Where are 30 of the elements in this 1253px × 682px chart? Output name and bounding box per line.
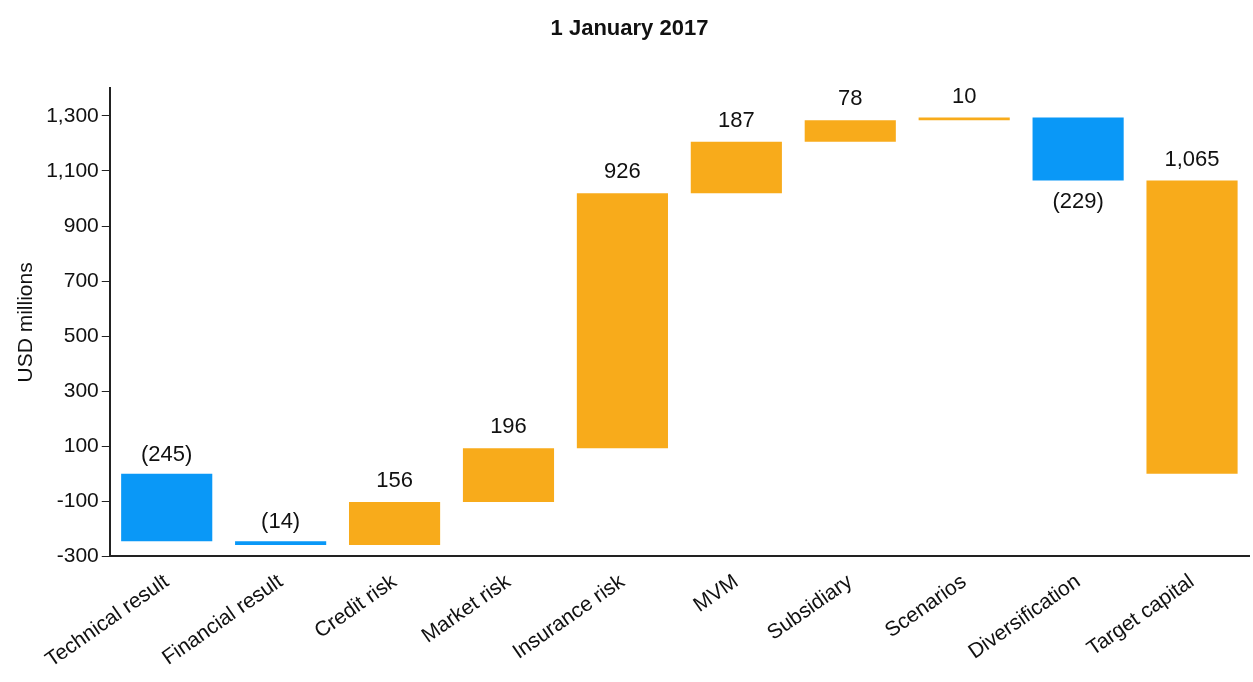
bar (462, 448, 555, 503)
bar (235, 541, 327, 546)
data-label: (14) (261, 508, 301, 534)
y-axis-title: USD millions (13, 262, 37, 383)
y-tick-label: 900 (63, 212, 99, 236)
y-tick-label: 500 (63, 322, 99, 346)
data-label: 10 (951, 82, 977, 108)
bar (1146, 180, 1238, 474)
data-label: 78 (838, 85, 863, 111)
y-tick-label: 700 (63, 267, 99, 291)
data-label: 196 (490, 413, 527, 439)
data-label: 187 (717, 106, 755, 132)
data-label: 926 (604, 158, 641, 184)
chart-title: 1 January 2017 (550, 15, 709, 41)
y-tick-label: -100 (56, 488, 99, 512)
y-tick-label: -300 (56, 543, 99, 567)
y-tick-label: 1,100 (46, 157, 99, 181)
bar (804, 120, 896, 142)
data-label: (245) (141, 440, 193, 466)
y-tick-label: 100 (63, 433, 99, 457)
bar (121, 473, 213, 542)
y-tick-label: 1,300 (46, 102, 99, 126)
data-label: 156 (376, 467, 413, 493)
y-tick-label: 300 (63, 377, 99, 401)
bar (348, 502, 441, 546)
data-label: 1,065 (1164, 145, 1220, 171)
bar (690, 141, 782, 194)
bar (1032, 117, 1124, 181)
data-label: (229) (1052, 187, 1104, 213)
bar (576, 193, 668, 449)
